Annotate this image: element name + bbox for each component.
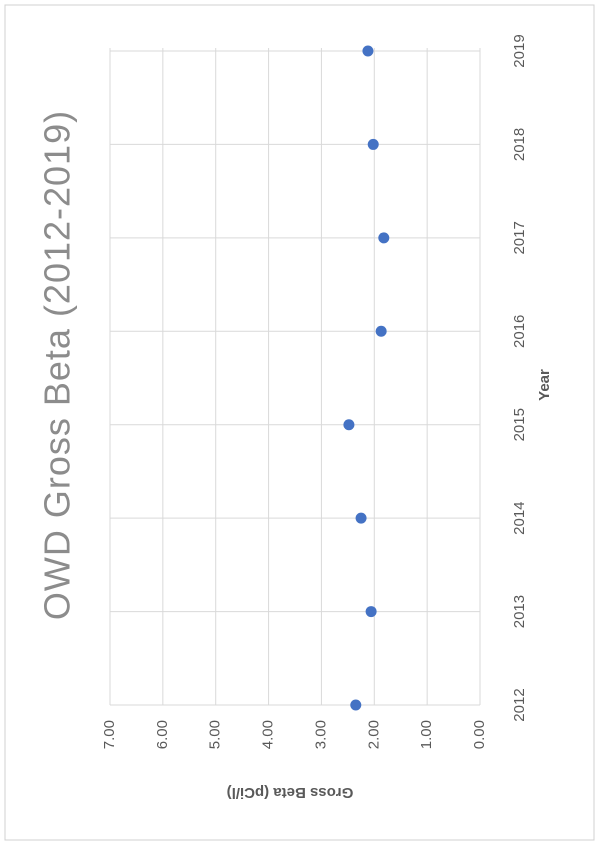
y-tick-label: 3.00: [312, 720, 329, 749]
x-axis-title: Year: [536, 369, 553, 401]
y-tick-label: 5.00: [207, 720, 224, 749]
data-point: [365, 606, 377, 618]
data-point: [378, 232, 390, 244]
data-point: [355, 512, 367, 524]
x-tick-label: 2018: [511, 128, 528, 161]
y-tick-label: 2.00: [365, 720, 382, 749]
chart-title: OWD Gross Beta (2012-2019): [37, 110, 78, 620]
y-tick-label: 7.00: [101, 720, 118, 749]
data-point: [375, 325, 387, 337]
x-tick-label: 2014: [511, 501, 528, 534]
x-tick-label: 2013: [511, 595, 528, 628]
y-tick-label: 0.00: [471, 720, 488, 749]
data-point: [350, 699, 362, 711]
y-tick-label: 4.00: [260, 720, 277, 749]
data-point: [367, 138, 379, 150]
data-point: [343, 419, 355, 431]
y-tick-label: 1.00: [418, 720, 435, 749]
rotated-plot: OWD Gross Beta (2012-2019) Year Gross Be…: [37, 34, 553, 801]
data-point: [362, 45, 374, 57]
y-axis-title: Gross Beta (pCi/l): [227, 784, 354, 801]
y-tick-label: 6.00: [154, 720, 171, 749]
x-tick-label: 2017: [511, 221, 528, 254]
x-tick-label: 2019: [511, 34, 528, 67]
x-tick-label: 2012: [511, 688, 528, 721]
x-tick-label: 2015: [511, 408, 528, 441]
x-tick-label: 2016: [511, 315, 528, 348]
chart-frame: [4, 4, 595, 841]
